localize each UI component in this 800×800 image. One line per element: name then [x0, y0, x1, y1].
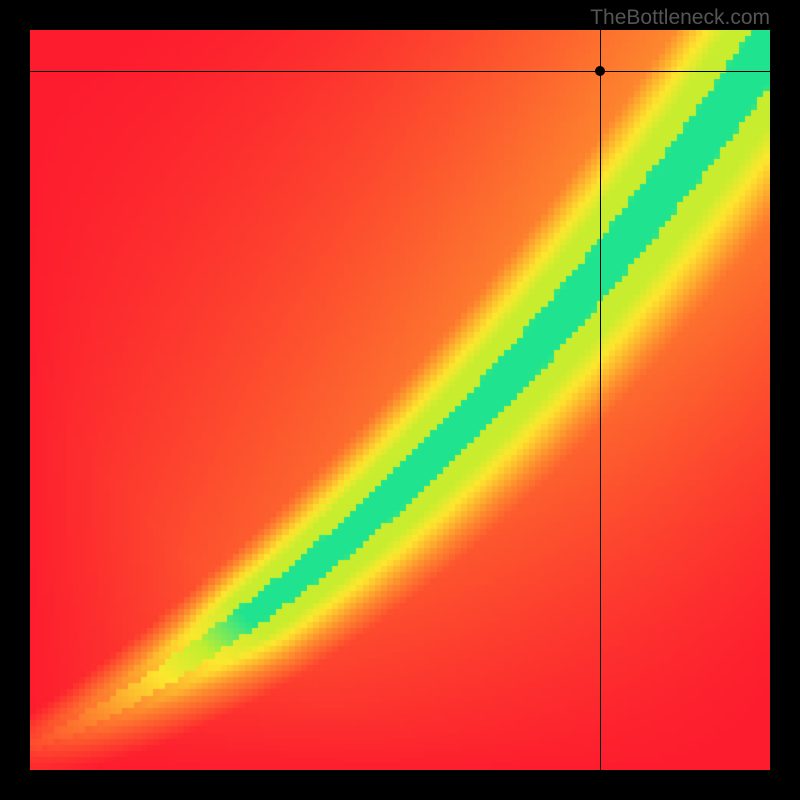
plot-area: [30, 30, 770, 770]
crosshair-vertical: [600, 30, 601, 770]
watermark-text: TheBottleneck.com: [590, 6, 770, 30]
heatmap-canvas: [30, 30, 770, 770]
crosshair-horizontal: [30, 71, 770, 72]
crosshair-marker: [595, 66, 605, 76]
